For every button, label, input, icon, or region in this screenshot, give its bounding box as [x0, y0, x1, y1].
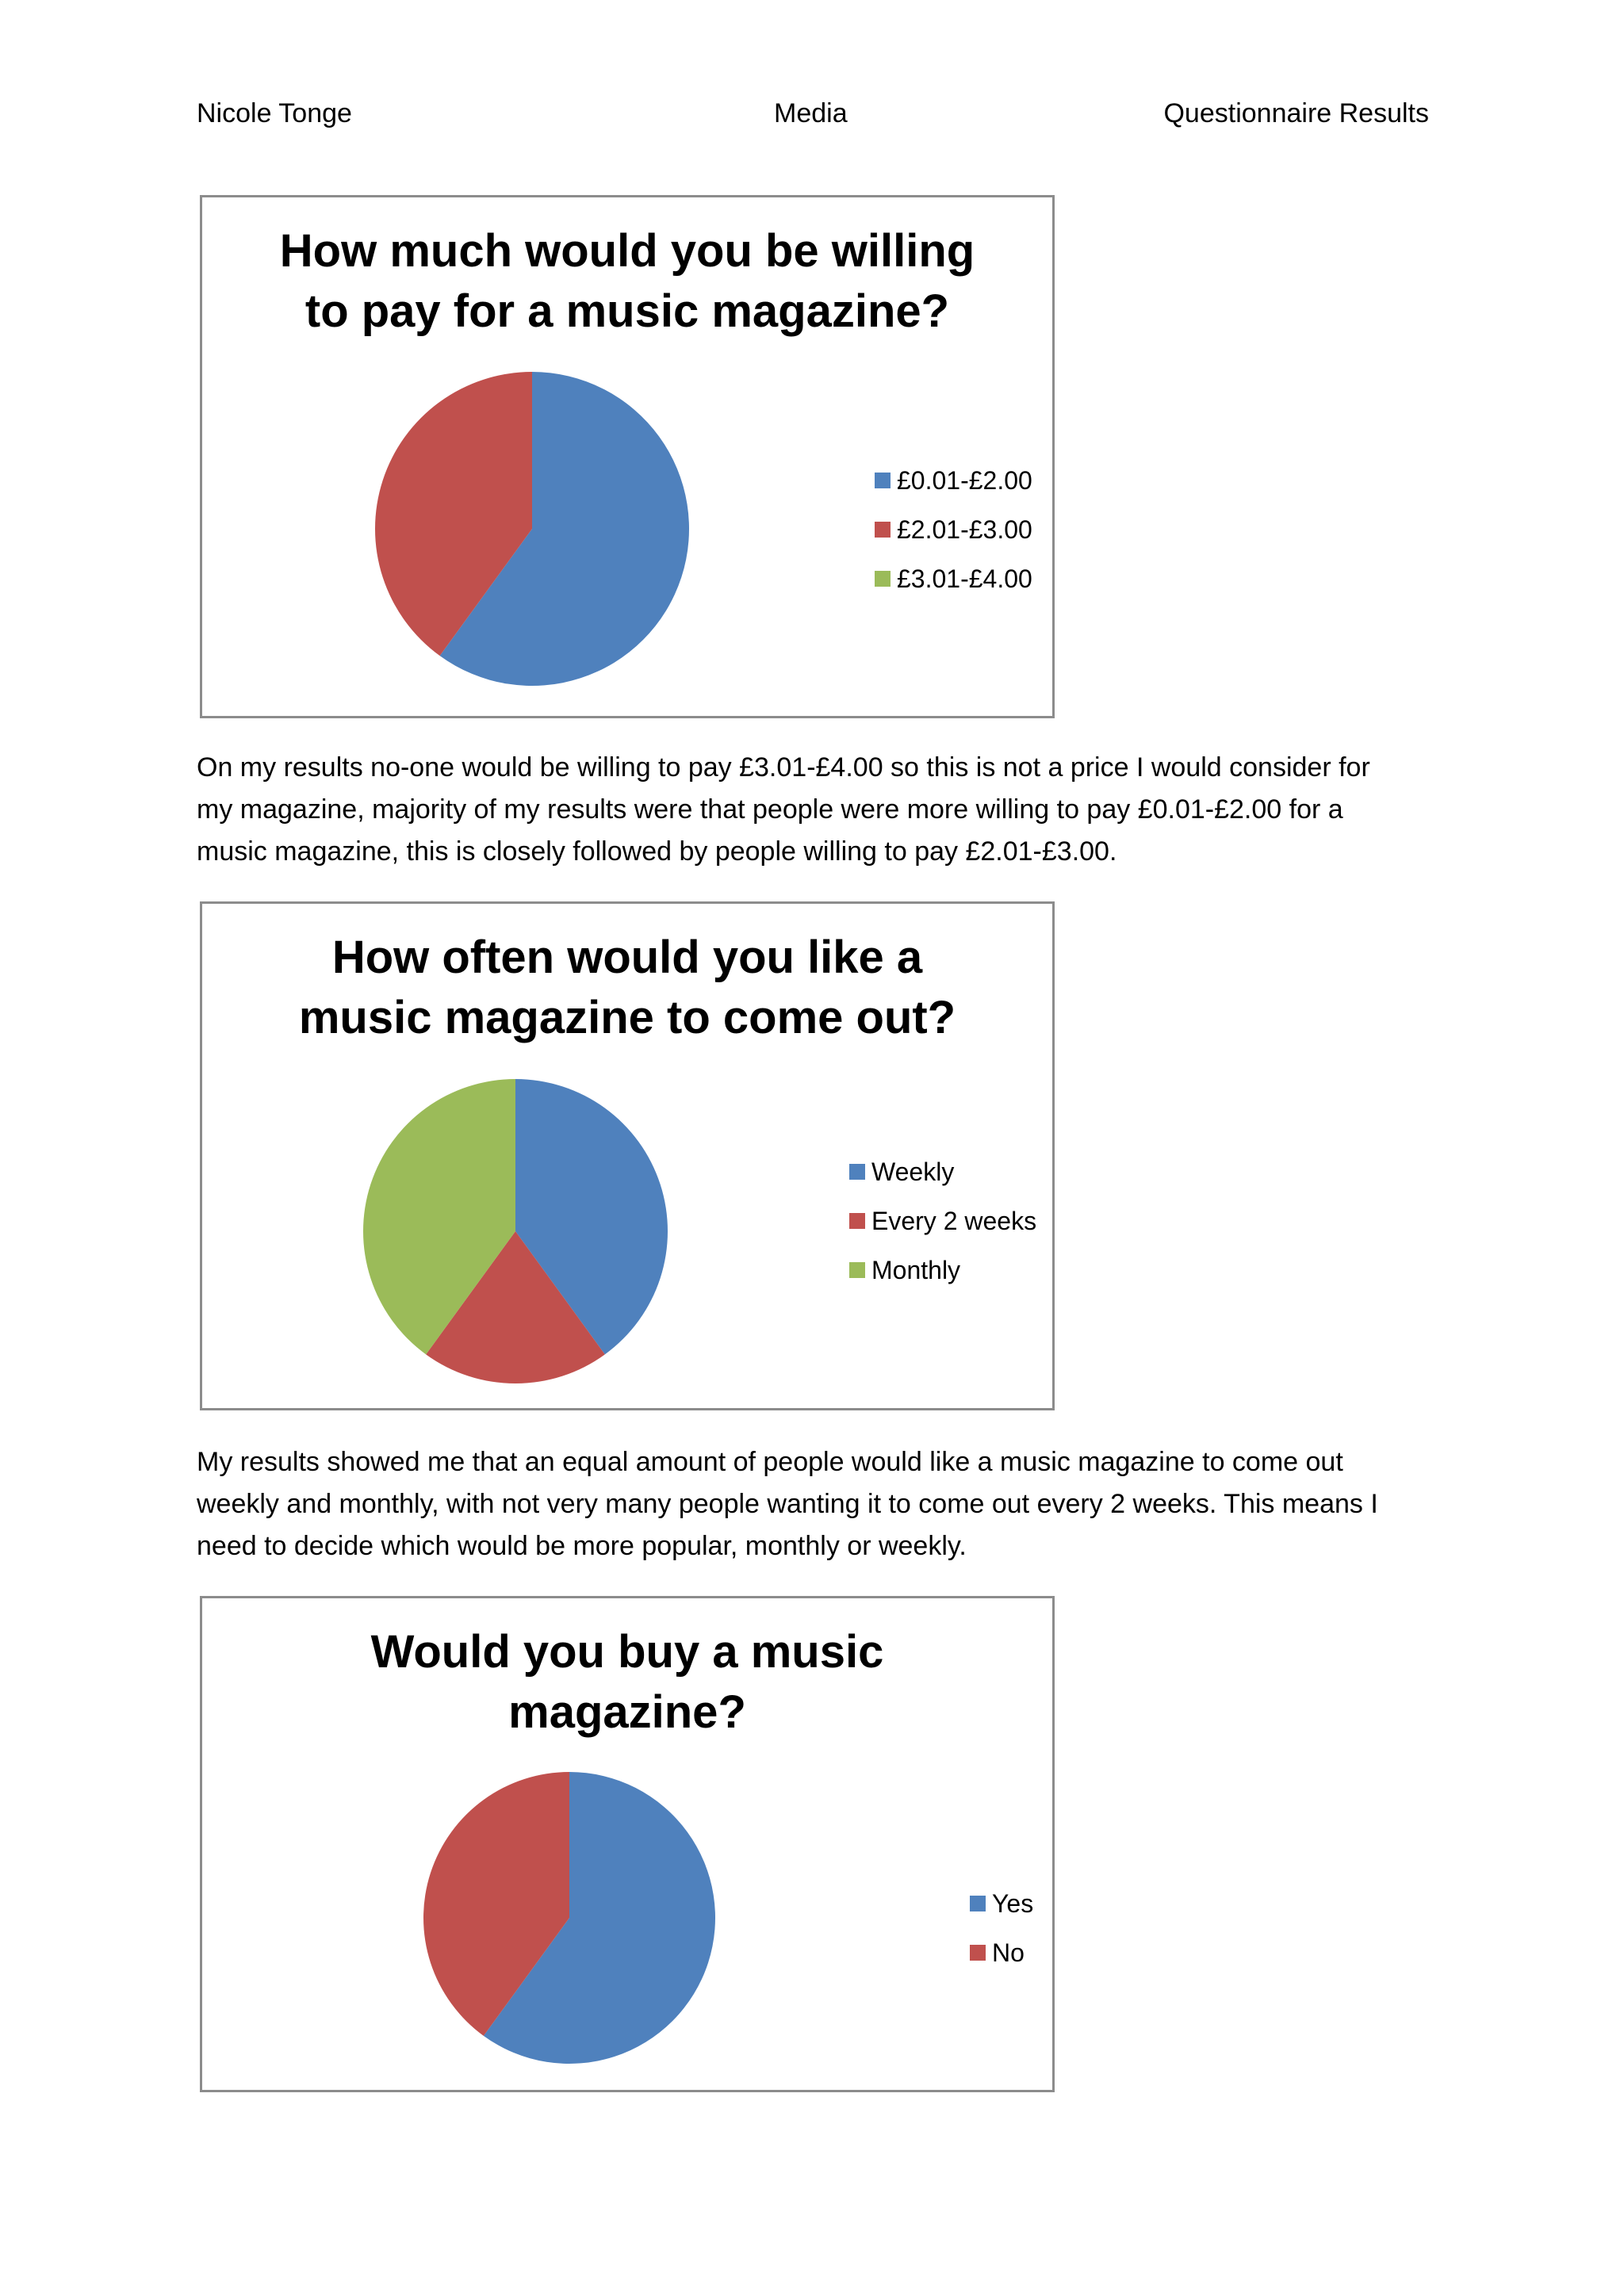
pie-slice-every-2-weeks	[426, 1231, 605, 1383]
paragraph-line: On my results no-one would be willing to…	[197, 752, 1370, 783]
legend-swatch	[875, 571, 891, 587]
chart-title-line: Would you buy a music	[370, 1626, 884, 1678]
legend-label: Every 2 weeks	[871, 1206, 1037, 1235]
legend-swatch	[875, 522, 891, 538]
pie-slice-weekly	[515, 1079, 668, 1355]
pie-slice-yes	[483, 1772, 715, 2064]
subject-label: Media	[774, 98, 848, 128]
paragraph-line: weekly and monthly, with not very many p…	[197, 1489, 1378, 1519]
page-header: Nicole Tonge Media Questionnaire Results	[197, 98, 1429, 136]
legend-swatch	[849, 1262, 865, 1278]
legend-swatch	[849, 1213, 865, 1229]
legend-label: Monthly	[871, 1255, 961, 1284]
legend-item: £2.01-£3.00	[875, 505, 1032, 554]
chart-title: How often would you like a music magazin…	[202, 928, 1052, 1048]
legend-swatch	[849, 1164, 865, 1180]
chart-title-line: music magazine to come out?	[298, 992, 956, 1043]
chart-title-line: How often would you like a	[331, 932, 923, 983]
chart-legend: Yes No	[970, 1879, 1033, 1977]
chart-title-line: magazine?	[508, 1686, 746, 1738]
pie-slice-no	[423, 1772, 569, 2036]
paragraph-price-results: On my results no-one would be willing to…	[197, 747, 1465, 873]
pie-chart	[363, 1079, 668, 1383]
legend-item: No	[970, 1928, 1033, 1977]
chart-price-willingness: How much would you be willing to pay for…	[200, 195, 1055, 718]
legend-swatch	[875, 473, 891, 488]
legend-item: Monthly	[849, 1246, 1036, 1295]
legend-item: Every 2 weeks	[849, 1196, 1036, 1246]
chart-title-line: How much would you be willing	[279, 225, 975, 277]
legend-item: Weekly	[849, 1147, 1036, 1196]
legend-item: Yes	[970, 1879, 1033, 1928]
chart-title: Would you buy a music magazine?	[202, 1622, 1052, 1743]
legend-label: £0.01-£2.00	[897, 465, 1032, 495]
chart-title: How much would you be willing to pay for…	[202, 221, 1052, 342]
chart-frequency: How often would you like a music magazin…	[200, 901, 1055, 1410]
paragraph-line: need to decide which would be more popul…	[197, 1531, 967, 1561]
legend-swatch	[970, 1896, 986, 1911]
legend-swatch	[970, 1945, 986, 1961]
chart-title-line: to pay for a music magazine?	[304, 285, 950, 337]
document-title: Questionnaire Results	[1163, 98, 1429, 128]
legend-label: No	[992, 1938, 1025, 1967]
paragraph-line: my magazine, majority of my results were…	[197, 794, 1343, 825]
legend-label: £2.01-£3.00	[897, 515, 1032, 544]
chart-legend: £0.01-£2.00 £2.01-£3.00 £3.01-£4.00	[875, 456, 1032, 603]
pie-slice-2-01-3-00	[374, 372, 532, 656]
chart-legend: Weekly Every 2 weeks Monthly	[849, 1147, 1036, 1295]
paragraph-frequency-results: My results showed me that an equal amoun…	[197, 1441, 1465, 1567]
pie-slice-monthly	[363, 1079, 515, 1355]
author-name: Nicole Tonge	[197, 98, 352, 128]
legend-label: Weekly	[871, 1157, 955, 1186]
legend-item: £0.01-£2.00	[875, 456, 1032, 505]
pie-slice-0-01-2-00	[439, 372, 689, 686]
legend-label: Yes	[992, 1888, 1034, 1918]
pie-chart	[423, 1772, 715, 2064]
paragraph-line: My results showed me that an equal amoun…	[197, 1447, 1343, 1477]
legend-label: £3.01-£4.00	[897, 564, 1032, 593]
legend-item: £3.01-£4.00	[875, 554, 1032, 603]
chart-would-buy: Would you buy a music magazine? Yes No	[200, 1596, 1055, 2092]
pie-chart	[374, 372, 689, 686]
paragraph-line: music magazine, this is closely followed…	[197, 836, 1117, 867]
